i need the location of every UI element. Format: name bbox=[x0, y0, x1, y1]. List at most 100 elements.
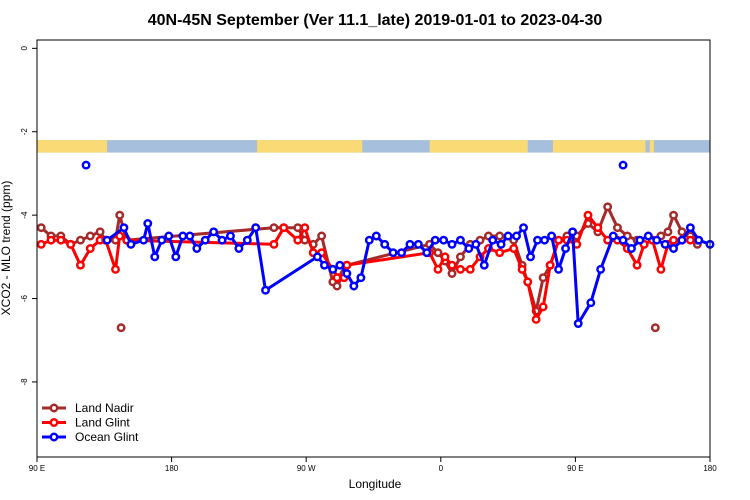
data-point bbox=[422, 248, 432, 258]
y-axis: 0 -2 -4 -6 -8 bbox=[20, 46, 37, 386]
data-point bbox=[643, 231, 653, 241]
data-point bbox=[531, 314, 541, 324]
data-point bbox=[519, 223, 528, 233]
data-point bbox=[319, 260, 329, 270]
data-point bbox=[242, 235, 252, 245]
data-point bbox=[85, 231, 95, 241]
series-line bbox=[40, 205, 699, 313]
series-layer bbox=[36, 160, 715, 333]
data-point bbox=[293, 223, 303, 233]
data-point bbox=[586, 298, 596, 308]
data-point bbox=[312, 252, 322, 262]
data-point bbox=[76, 260, 85, 270]
x-tick-label: 90 E bbox=[567, 464, 583, 473]
data-point bbox=[635, 235, 645, 245]
legend-marker bbox=[49, 432, 59, 442]
data-point bbox=[332, 281, 342, 291]
outlier-point bbox=[618, 160, 628, 170]
data-point bbox=[663, 227, 673, 237]
data-point bbox=[405, 239, 415, 249]
y-tick-label: -6 bbox=[20, 294, 29, 302]
data-point bbox=[102, 235, 112, 245]
x-axis: 90 E 180 90 W 0 90 E 180 bbox=[29, 457, 717, 473]
data-point bbox=[652, 235, 662, 245]
legend-label: Land Nadir bbox=[75, 401, 134, 415]
data-point bbox=[342, 260, 352, 270]
data-point bbox=[677, 227, 687, 237]
data-point bbox=[269, 239, 279, 249]
data-point bbox=[455, 252, 465, 262]
data-point bbox=[440, 252, 450, 262]
data-point bbox=[685, 235, 695, 245]
x-tick-label: 0 bbox=[439, 464, 444, 473]
data-point bbox=[111, 264, 120, 274]
data-point bbox=[200, 235, 210, 245]
data-point bbox=[603, 202, 613, 212]
data-point bbox=[413, 239, 423, 249]
data-point bbox=[185, 231, 195, 241]
data-point bbox=[632, 260, 642, 270]
data-point bbox=[328, 264, 338, 274]
plot-frame bbox=[36, 39, 711, 458]
data-point bbox=[76, 235, 85, 245]
data-point bbox=[517, 264, 527, 274]
data-point bbox=[433, 264, 443, 274]
data-point bbox=[356, 273, 366, 283]
data-point bbox=[465, 264, 475, 274]
data-point bbox=[694, 235, 704, 245]
data-point bbox=[660, 239, 670, 249]
data-point bbox=[139, 235, 149, 245]
data-point bbox=[538, 273, 548, 283]
data-point bbox=[85, 244, 95, 253]
data-point bbox=[380, 239, 390, 249]
data-point bbox=[503, 231, 513, 241]
data-point bbox=[332, 273, 342, 283]
data-point bbox=[464, 244, 474, 253]
data-point bbox=[512, 231, 521, 241]
legend-marker bbox=[49, 403, 59, 413]
x-tick-label: 90 W bbox=[297, 464, 316, 473]
legend-label: Land Glint bbox=[75, 416, 130, 430]
data-point bbox=[495, 231, 505, 241]
data-point bbox=[583, 210, 593, 220]
data-point bbox=[115, 231, 125, 241]
data-point bbox=[573, 319, 583, 329]
x-tick-label: 180 bbox=[165, 464, 179, 473]
data-point bbox=[171, 252, 181, 262]
data-point bbox=[335, 260, 345, 270]
data-point bbox=[66, 239, 76, 249]
data-point bbox=[523, 277, 533, 287]
data-point bbox=[545, 260, 555, 270]
ocean-band bbox=[37, 140, 710, 153]
data-point bbox=[293, 235, 303, 245]
data-point bbox=[95, 227, 105, 237]
land-band-segment bbox=[649, 140, 654, 153]
y-tick-label: -2 bbox=[20, 128, 29, 136]
data-point bbox=[371, 231, 381, 241]
series-land-nadir bbox=[36, 202, 702, 316]
chart-title: 40N-45N September (Ver 11.1_late) 2019-0… bbox=[148, 12, 603, 29]
data-point bbox=[447, 269, 457, 278]
y-tick-label: -8 bbox=[20, 378, 29, 386]
data-point bbox=[119, 223, 129, 233]
data-point bbox=[656, 264, 666, 274]
data-point bbox=[192, 244, 202, 253]
data-point bbox=[554, 264, 564, 274]
land-band-segment bbox=[37, 140, 108, 153]
data-point bbox=[388, 248, 398, 258]
data-point bbox=[455, 235, 465, 245]
land-band-segment bbox=[552, 140, 646, 153]
data-point bbox=[495, 248, 505, 258]
data-point bbox=[471, 239, 481, 249]
surface-type-band bbox=[37, 140, 710, 153]
y-axis-label: XCO2 - MLO trend (ppm) bbox=[0, 181, 13, 316]
data-point bbox=[561, 244, 571, 253]
data-point bbox=[150, 252, 160, 262]
data-point bbox=[56, 235, 66, 245]
data-point bbox=[349, 281, 359, 291]
data-point bbox=[496, 239, 506, 249]
data-point bbox=[613, 223, 622, 233]
legend-marker bbox=[49, 418, 59, 427]
